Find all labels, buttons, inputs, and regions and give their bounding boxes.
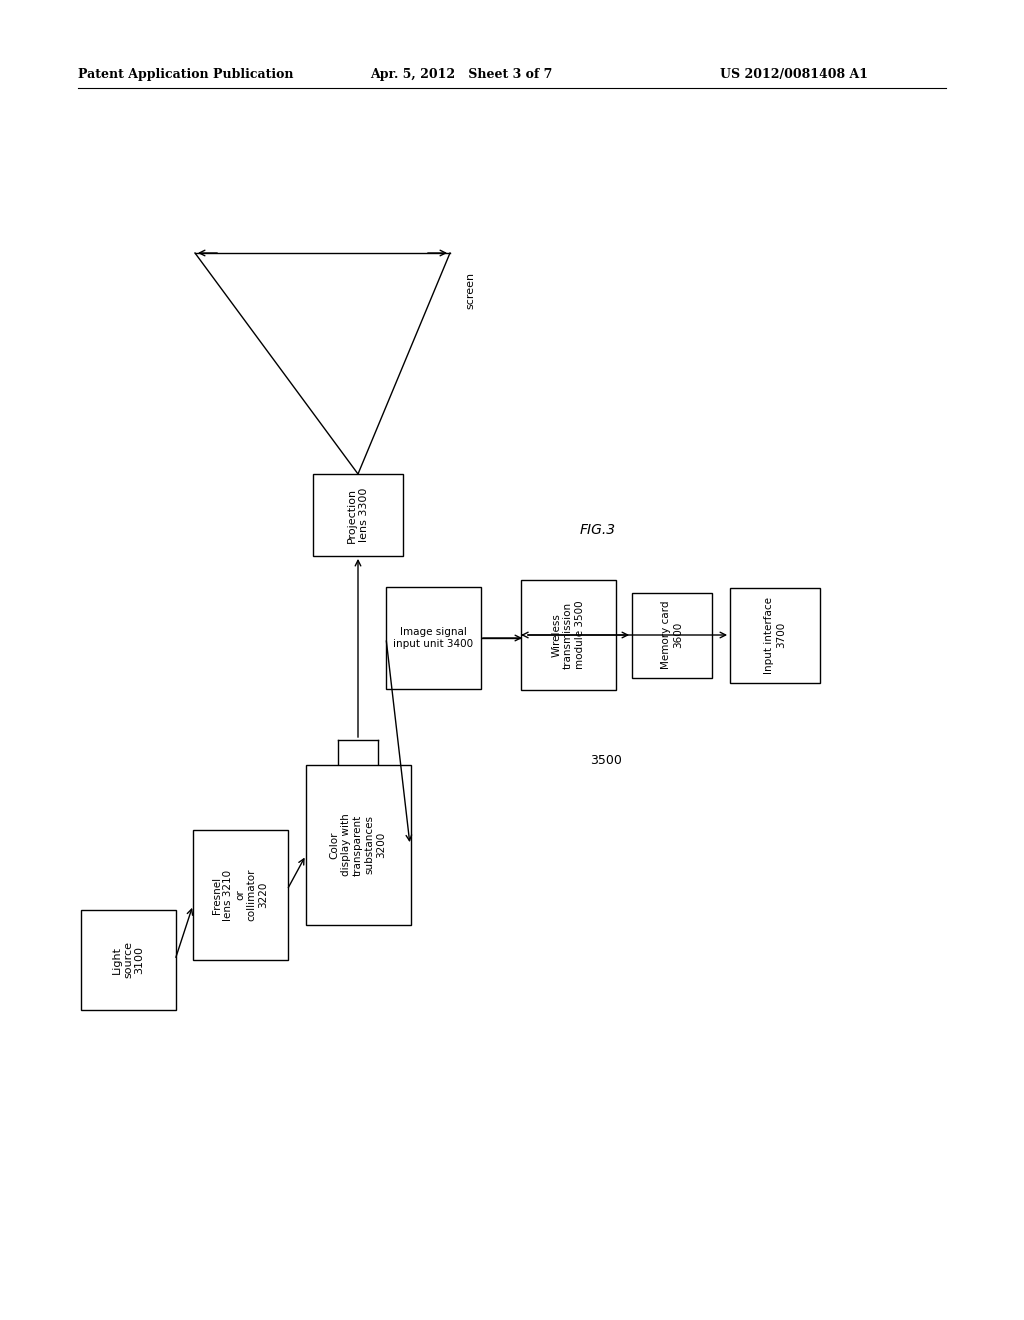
Text: Patent Application Publication: Patent Application Publication — [78, 69, 294, 81]
Bar — [81, 909, 175, 1010]
Bar — [730, 587, 820, 682]
Text: 3500: 3500 — [590, 754, 622, 767]
Text: Projection
lens 3300: Projection lens 3300 — [347, 487, 369, 543]
Text: screen: screen — [465, 272, 475, 309]
Text: Fresnel
lens 3210
or
collimator
3220: Fresnel lens 3210 or collimator 3220 — [212, 869, 268, 921]
Text: Apr. 5, 2012   Sheet 3 of 7: Apr. 5, 2012 Sheet 3 of 7 — [370, 69, 552, 81]
Text: US 2012/0081408 A1: US 2012/0081408 A1 — [720, 69, 868, 81]
Text: Wireless
transmission
module 3500: Wireless transmission module 3500 — [551, 601, 585, 669]
Bar — [193, 830, 288, 960]
Text: Color
display with
transparent
substances
3200: Color display with transparent substance… — [330, 813, 386, 876]
Text: Memory card
3600: Memory card 3600 — [662, 601, 683, 669]
Bar — [305, 766, 411, 925]
Bar — [520, 579, 615, 690]
Text: Light
source
3100: Light source 3100 — [112, 941, 144, 978]
Bar — [385, 587, 480, 689]
Text: Input interface
3700: Input interface 3700 — [764, 597, 785, 673]
Text: Image signal
input unit 3400: Image signal input unit 3400 — [393, 627, 473, 649]
Bar — [313, 474, 403, 556]
Text: FIG.3: FIG.3 — [580, 523, 616, 537]
Bar — [632, 593, 712, 677]
